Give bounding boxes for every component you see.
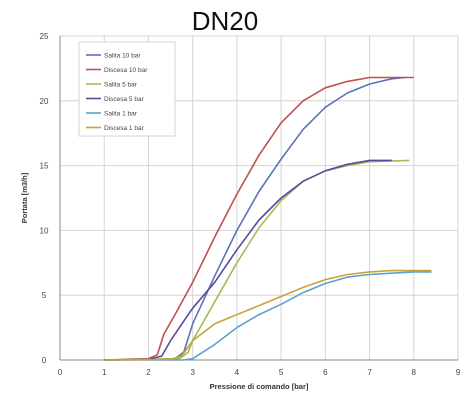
series-line — [104, 159, 392, 361]
series-line — [104, 271, 432, 361]
series-line — [104, 269, 432, 361]
y-tick-label: 15 — [40, 162, 49, 171]
legend-label: Salita 1 bar — [104, 110, 138, 117]
x-tick-labels: 0 1 2 3 4 5 6 7 8 9 — [58, 368, 461, 377]
y-tick-label: 10 — [40, 226, 49, 235]
x-tick-label: 5 — [279, 368, 284, 377]
x-tick-label: 3 — [190, 368, 195, 377]
legend-label: Discesa 5 bar — [104, 96, 145, 103]
x-tick-label: 8 — [412, 368, 417, 377]
y-tick-label: 25 — [40, 32, 49, 41]
x-tick-label: 4 — [235, 368, 240, 377]
series-line — [104, 159, 410, 361]
x-tick-label: 2 — [146, 368, 151, 377]
series-line — [104, 76, 414, 361]
legend-label: Discesa 1 bar — [104, 125, 145, 132]
y-tick-label: 0 — [42, 356, 47, 365]
legend: Salita 10 bar Discesa 10 bar Salita 5 bar D… — [86, 52, 148, 132]
y-axis-label: Portata [m3/h] — [20, 172, 29, 223]
x-tick-label: 1 — [102, 368, 107, 377]
series-lines — [104, 76, 432, 361]
legend-label: Salita 10 bar — [104, 52, 141, 59]
x-tick-label: 0 — [58, 368, 63, 377]
x-axis-label: Pressione di comando [bar] — [210, 382, 309, 391]
x-tick-label: 7 — [367, 368, 372, 377]
x-tick-label: 6 — [323, 368, 328, 377]
y-tick-label: 20 — [40, 97, 49, 106]
y-tick-labels: 0 5 10 15 20 25 — [40, 32, 49, 365]
y-tick-label: 5 — [42, 291, 47, 300]
legend-label: Salita 5 bar — [104, 81, 138, 88]
chart-title: DN20 — [192, 6, 258, 36]
x-tick-label: 9 — [456, 368, 461, 377]
legend-label: Discesa 10 bar — [104, 67, 148, 74]
legend-box — [78, 41, 176, 137]
